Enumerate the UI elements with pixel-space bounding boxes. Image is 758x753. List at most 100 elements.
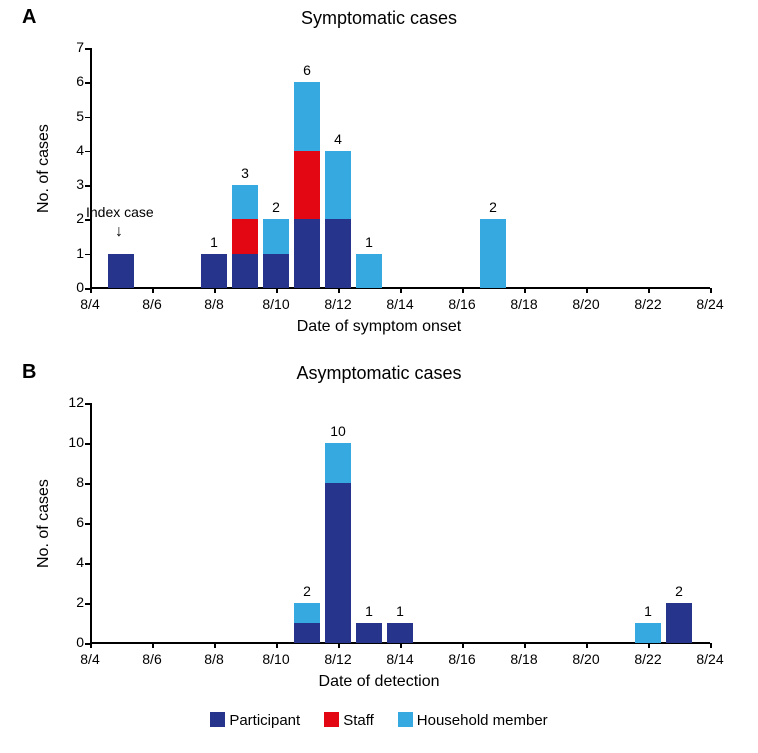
bar-segment-household [294, 603, 320, 623]
panel-a-xlabel: Date of symptom onset [0, 318, 758, 336]
legend-label: Staff [343, 712, 374, 729]
y-tick-label: 5 [54, 108, 84, 124]
bar-segment-participant [232, 254, 258, 288]
x-tick-label: 8/10 [256, 651, 296, 667]
y-tick [85, 403, 90, 405]
x-tick [90, 288, 92, 293]
x-tick-label: 8/18 [504, 296, 544, 312]
bar-segment-participant [108, 254, 134, 288]
panel-a-title: Symptomatic cases [0, 8, 758, 29]
bar-total-label: 2 [675, 583, 683, 599]
x-tick [648, 288, 650, 293]
legend-swatch-staff [324, 712, 339, 727]
x-tick [524, 643, 526, 648]
bar-segment-participant [325, 219, 351, 288]
x-tick [214, 643, 216, 648]
figure: A Symptomatic cases 012345678/48/68/88/1… [0, 0, 758, 753]
y-tick-label: 6 [54, 73, 84, 89]
x-tick [524, 288, 526, 293]
x-tick-label: 8/22 [628, 651, 668, 667]
legend-swatch-household [398, 712, 413, 727]
bar-segment-household [263, 219, 289, 253]
index-case-label: Index case [86, 204, 154, 220]
y-tick-label: 0 [54, 634, 84, 650]
legend-label: Participant [229, 712, 300, 729]
y-tick [85, 603, 90, 605]
bar-segment-participant [263, 254, 289, 288]
y-tick [85, 523, 90, 525]
x-tick [338, 288, 340, 293]
x-tick [586, 643, 588, 648]
x-tick-label: 8/24 [690, 651, 730, 667]
x-tick-label: 8/8 [194, 296, 234, 312]
x-tick [90, 643, 92, 648]
y-tick [85, 185, 90, 187]
bar-segment-participant [201, 254, 227, 288]
bar-segment-staff [294, 151, 320, 220]
bar-segment-participant [294, 219, 320, 288]
y-tick-label: 1 [54, 245, 84, 261]
bar-total-label: 6 [303, 62, 311, 78]
bar-segment-participant [294, 623, 320, 643]
y-tick-label: 2 [54, 210, 84, 226]
legend-item-participant: Participant [210, 712, 300, 729]
y-tick-label: 10 [54, 434, 84, 450]
x-tick-label: 8/12 [318, 296, 358, 312]
panel-a-ylabel: No. of cases [35, 124, 53, 213]
legend-item-staff: Staff [324, 712, 374, 729]
bar-segment-household [356, 254, 382, 288]
index-case-arrow-icon: ↓ [115, 224, 123, 240]
bar-total-label: 3 [241, 165, 249, 181]
x-tick-label: 8/4 [70, 296, 110, 312]
panel-b: B Asymptomatic cases 0246810128/48/68/88… [0, 355, 758, 695]
y-tick [85, 117, 90, 119]
x-tick [152, 288, 154, 293]
x-tick [152, 643, 154, 648]
panel-b-plot: 0246810128/48/68/88/108/128/148/168/188/… [90, 403, 710, 643]
x-tick-label: 8/20 [566, 296, 606, 312]
legend: Participant Staff Household member [0, 712, 758, 729]
x-tick [462, 288, 464, 293]
x-tick-label: 8/6 [132, 296, 172, 312]
bar-segment-staff [232, 219, 258, 253]
y-tick-label: 4 [54, 554, 84, 570]
x-tick-label: 8/16 [442, 296, 482, 312]
bar-segment-household [325, 151, 351, 220]
x-tick-label: 8/16 [442, 651, 482, 667]
x-tick-label: 8/4 [70, 651, 110, 667]
panel-b-title: Asymptomatic cases [0, 363, 758, 384]
panel-b-xlabel: Date of detection [0, 673, 758, 691]
y-tick-label: 0 [54, 279, 84, 295]
x-tick-label: 8/18 [504, 651, 544, 667]
legend-swatch-participant [210, 712, 225, 727]
y-tick [85, 48, 90, 50]
bar-total-label: 4 [334, 131, 342, 147]
y-tick-label: 7 [54, 39, 84, 55]
x-tick-label: 8/8 [194, 651, 234, 667]
y-tick-label: 8 [54, 474, 84, 490]
y-tick-label: 3 [54, 176, 84, 192]
x-tick-label: 8/12 [318, 651, 358, 667]
bar-segment-household [480, 219, 506, 288]
y-tick [85, 254, 90, 256]
y-axis [90, 48, 92, 288]
bar-total-label: 1 [644, 603, 652, 619]
x-tick [648, 643, 650, 648]
x-tick [462, 643, 464, 648]
legend-item-household: Household member [398, 712, 548, 729]
y-tick-label: 6 [54, 514, 84, 530]
y-tick [85, 443, 90, 445]
y-tick [85, 82, 90, 84]
x-tick [276, 643, 278, 648]
bar-total-label: 2 [272, 199, 280, 215]
bar-segment-household [294, 82, 320, 151]
y-axis [90, 403, 92, 643]
bar-total-label: 2 [303, 583, 311, 599]
bar-total-label: 2 [489, 199, 497, 215]
y-tick [85, 563, 90, 565]
x-tick-label: 8/20 [566, 651, 606, 667]
bar-total-label: 10 [330, 423, 346, 439]
bar-segment-household [325, 443, 351, 483]
x-tick [276, 288, 278, 293]
bar-segment-participant [356, 623, 382, 643]
